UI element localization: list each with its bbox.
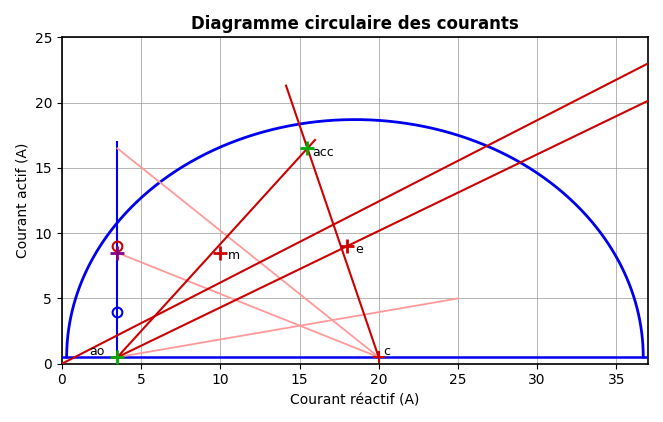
Text: acc: acc bbox=[312, 146, 334, 159]
Title: Diagramme circulaire des courants: Diagramme circulaire des courants bbox=[191, 15, 519, 33]
Text: ao: ao bbox=[89, 345, 104, 357]
Text: c: c bbox=[383, 345, 391, 357]
Text: e: e bbox=[355, 243, 363, 256]
Text: m: m bbox=[228, 249, 241, 262]
Y-axis label: Courant actif (A): Courant actif (A) bbox=[15, 143, 29, 258]
X-axis label: Courant réactif (A): Courant réactif (A) bbox=[290, 393, 420, 407]
